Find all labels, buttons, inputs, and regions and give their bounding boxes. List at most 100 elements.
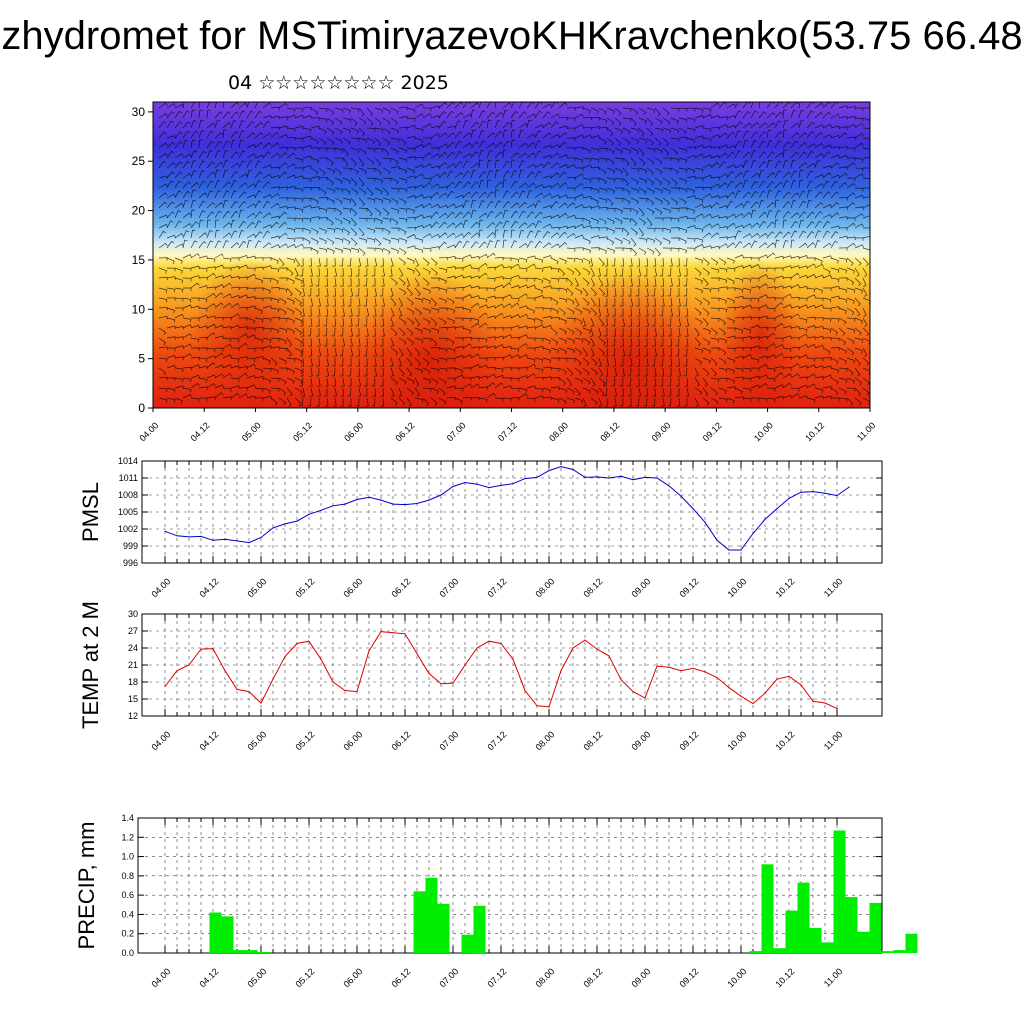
wind-barb [582, 126, 592, 131]
wind-barb [300, 317, 304, 327]
wind-barb [830, 327, 838, 336]
wind-barb [379, 307, 384, 317]
wind-barb [734, 150, 742, 159]
wind-barb [406, 234, 416, 239]
wind-barb [230, 200, 239, 209]
wind-barb [438, 367, 448, 373]
wind-barb [643, 397, 648, 407]
wind-barb [542, 387, 552, 394]
wind-barb [622, 157, 630, 166]
wind-barb [702, 154, 712, 159]
precip-bar [845, 897, 858, 953]
wind-barb [380, 257, 384, 267]
wind-barb [371, 397, 376, 407]
wind-barb [438, 241, 447, 249]
wind-barb [683, 297, 688, 307]
wind-barb [294, 217, 304, 223]
wind-barb [734, 306, 744, 310]
wind-barb [494, 239, 501, 249]
wind-barb [246, 160, 254, 169]
wind-barb [462, 327, 472, 334]
wind-barb [638, 247, 647, 255]
wind-barb [190, 150, 198, 159]
wind-barb [774, 372, 784, 379]
wind-barb [262, 337, 272, 343]
wind-barb [598, 397, 603, 407]
wind-barb [846, 267, 855, 274]
wind-barb [270, 174, 280, 179]
wind-barb [342, 137, 351, 145]
x-tick-label: 04.00 [137, 420, 160, 443]
wind-barb [694, 107, 704, 113]
wind-barb [862, 247, 870, 254]
wind-barb [862, 235, 870, 239]
wind-barb [846, 202, 856, 209]
wind-barb [846, 337, 855, 345]
wind-barb [182, 173, 192, 179]
wind-barb [286, 397, 292, 407]
x-tick-label: 05.00 [245, 576, 268, 599]
data-point [764, 692, 766, 694]
wind-barb [478, 159, 483, 169]
wind-barb [526, 263, 536, 269]
wind-barb [590, 247, 600, 251]
wind-barb [582, 267, 591, 275]
wind-barb [782, 276, 792, 281]
wind-barb [534, 211, 543, 219]
wind-barb [854, 244, 864, 249]
wind-barb [254, 231, 263, 239]
wind-barb [782, 219, 787, 229]
wind-barb [166, 103, 176, 109]
wind-barb [611, 347, 616, 357]
wind-barb [262, 212, 272, 219]
wind-barb [676, 307, 680, 317]
wind-barb [502, 277, 512, 282]
wind-barb [318, 217, 328, 221]
wind-barb [462, 396, 472, 401]
wind-barb [774, 160, 782, 169]
precip-bar [749, 951, 762, 953]
wind-barb [486, 111, 496, 119]
wind-barb [174, 210, 182, 219]
wind-barb [398, 147, 408, 154]
wind-barb [270, 202, 280, 209]
wind-barb [653, 377, 657, 387]
wind-barb [582, 357, 590, 366]
wind-barb [230, 303, 240, 309]
precip-bar [881, 951, 894, 953]
wind-barb [262, 230, 270, 239]
wind-barb [414, 357, 421, 367]
wind-barb [262, 181, 271, 189]
wind-barb [363, 367, 368, 377]
wind-barb [422, 307, 431, 314]
wind-barb [574, 193, 584, 199]
wind-barb [454, 306, 464, 311]
wind-barb [246, 334, 256, 339]
wind-barb [166, 150, 175, 159]
wind-barb [750, 180, 759, 189]
wind-barb [854, 123, 864, 129]
wind-barb [158, 257, 168, 261]
wind-barb [254, 297, 264, 302]
wind-barb [446, 163, 456, 169]
wind-barb [462, 307, 472, 314]
wind-barb [462, 219, 469, 229]
wind-barb [702, 193, 712, 199]
wind-barb [526, 203, 536, 209]
wind-barb [614, 197, 624, 202]
wind-barb [174, 161, 183, 169]
wind-barb [542, 266, 552, 270]
wind-barb [742, 377, 752, 382]
wind-barb [854, 117, 864, 122]
wind-barb [190, 182, 200, 189]
wind-barb [214, 364, 224, 369]
wind-barb [790, 393, 800, 399]
wind-barb [643, 267, 648, 277]
wind-barb [630, 197, 639, 205]
wind-barb [534, 324, 544, 329]
data-point [248, 691, 250, 693]
wind-barb [790, 192, 800, 199]
wind-barb [846, 147, 856, 152]
wind-barb [198, 119, 204, 129]
wind-barb [726, 164, 736, 169]
